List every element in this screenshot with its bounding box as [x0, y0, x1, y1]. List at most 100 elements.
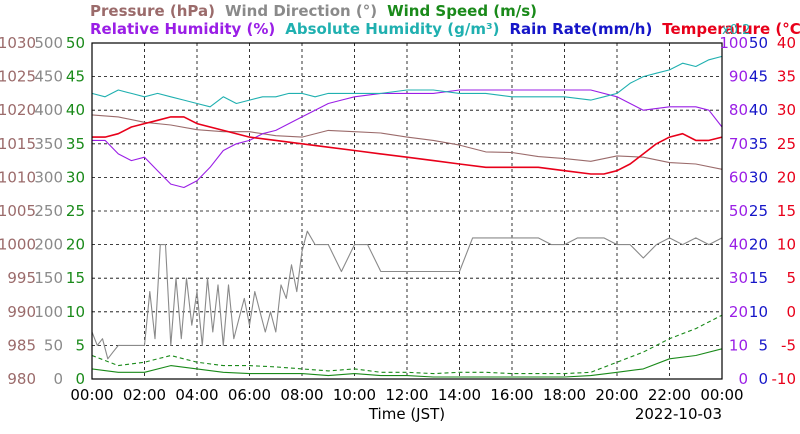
pressure-tick-label: 1015 — [0, 135, 36, 153]
x-axis-ticks: 00:00 02:00 04:00 06:00 08:00 10:00 12:00 14:00… — [70, 386, 743, 404]
x-tick-label: 18:00 — [543, 386, 586, 404]
rain-tick-label: 20 — [749, 236, 768, 254]
legend-entry: Wind Speed (m/s) — [387, 2, 537, 20]
temperature-tick-label: 20 — [777, 168, 796, 186]
grid-lines — [92, 43, 722, 379]
wind_speed-tick-label: 50 — [66, 34, 85, 52]
wind_speed-tick-label: 0 — [75, 370, 85, 388]
temperature-tick-label: 30 — [777, 101, 796, 119]
x-tick-label: 04:00 — [175, 386, 218, 404]
temperature-tick-label: 5 — [786, 269, 796, 287]
pressure-tick-label: 985 — [7, 336, 36, 354]
x-tick-label: 16:00 — [490, 386, 533, 404]
legend-entry: Absolute Humidity (g/m³) — [285, 20, 499, 38]
rain-tick-label: 0 — [758, 370, 768, 388]
x-tick-label: 08:00 — [280, 386, 323, 404]
pressure-tick-label: 990 — [7, 303, 36, 321]
wind_speed-tick-label: 40 — [66, 101, 85, 119]
pressure-tick-label: 1010 — [0, 168, 36, 186]
rain-tick-label: 45 — [749, 68, 768, 86]
wind_direction-tick-label: 200 — [34, 236, 63, 254]
temperature-tick-label: 25 — [777, 135, 796, 153]
x-axis-label: Time (JST) — [368, 405, 445, 423]
legend-entry: Relative Humidity (%) — [90, 20, 275, 38]
wind_direction-tick-label: 450 — [34, 68, 63, 86]
legend-row-2: Relative Humidity (%) Absolute Humidity (… — [90, 20, 800, 38]
wind_direction-tick-label: 0 — [53, 370, 63, 388]
humidity-tick-label: 80 — [729, 101, 748, 119]
humidity-tick-label: 100 — [719, 34, 748, 52]
wind_direction-tick-label: 150 — [34, 269, 63, 287]
wind_speed-tick-label: 15 — [66, 269, 85, 287]
pressure-tick-label: 980 — [7, 370, 36, 388]
humidity-tick-label: 70 — [729, 135, 748, 153]
rain-tick-label: 40 — [749, 101, 768, 119]
legend-entry: Rain Rate(mm/h) — [509, 20, 652, 38]
rain-tick-label: 50 — [749, 34, 768, 52]
scale-note: x0.2 — [722, 23, 750, 38]
legend-row-1: Pressure (hPa) Wind Direction (°) Wind Spe… — [90, 2, 537, 20]
wind_speed-tick-label: 35 — [66, 135, 85, 153]
x-tick-label: 10:00 — [333, 386, 376, 404]
temperature-tick-label: 10 — [777, 236, 796, 254]
wind_speed-tick-label: 25 — [66, 202, 85, 220]
humidity-tick-label: 0 — [738, 370, 748, 388]
legend-entry: Temperature (°C) — [662, 20, 800, 38]
series-relative-humidity — [92, 89, 723, 189]
legend-entry: Pressure (hPa) — [90, 2, 215, 20]
right-axis-ticks: 1009080706050403020100504540353025201510… — [719, 34, 796, 388]
pressure-tick-label: 1000 — [0, 236, 36, 254]
wind_speed-tick-label: 20 — [66, 236, 85, 254]
rain-tick-label: 30 — [749, 168, 768, 186]
temperature-tick-label: -5 — [781, 336, 796, 354]
wind_direction-tick-label: 50 — [44, 336, 63, 354]
pressure-tick-label: 1030 — [0, 34, 36, 52]
wind_speed-tick-label: 45 — [66, 68, 85, 86]
humidity-tick-label: 30 — [729, 269, 748, 287]
chart-date: 2022-10-03 — [635, 405, 722, 423]
x-tick-label: 00:00 — [700, 386, 743, 404]
wind_direction-tick-label: 350 — [34, 135, 63, 153]
x-tick-label: 06:00 — [228, 386, 271, 404]
pressure-tick-label: 1020 — [0, 101, 36, 119]
wind_direction-tick-label: 250 — [34, 202, 63, 220]
x-tick-label: 22:00 — [648, 386, 691, 404]
wind_speed-tick-label: 5 — [75, 336, 85, 354]
x-tick-label: 12:00 — [385, 386, 428, 404]
series-absolute-humidity-g-m — [91, 55, 723, 108]
series-wind-speed-gust-m-s — [91, 314, 723, 375]
series-pressure-hpa — [91, 114, 723, 170]
temperature-tick-label: 0 — [786, 303, 796, 321]
wind_speed-tick-label: 10 — [66, 303, 85, 321]
rain-tick-label: 25 — [749, 202, 768, 220]
humidity-tick-label: 60 — [729, 168, 748, 186]
rain-tick-label: 35 — [749, 135, 768, 153]
rain-tick-label: 15 — [749, 269, 768, 287]
temperature-tick-label: -10 — [772, 370, 797, 388]
x-tick-label: 14:00 — [438, 386, 481, 404]
series-wind-direction — [91, 230, 723, 360]
left-axis-ticks: 1030102510201015101010051000995990985980… — [0, 34, 85, 388]
temperature-tick-label: 35 — [777, 68, 796, 86]
humidity-tick-label: 20 — [729, 303, 748, 321]
wind_direction-tick-label: 100 — [34, 303, 63, 321]
pressure-tick-label: 1025 — [0, 68, 36, 86]
humidity-tick-label: 40 — [729, 236, 748, 254]
x-tick-label: 00:00 — [70, 386, 113, 404]
temperature-tick-label: 40 — [777, 34, 796, 52]
temperature-tick-label: 15 — [777, 202, 796, 220]
rain-tick-label: 10 — [749, 303, 768, 321]
x-tick-label: 02:00 — [123, 386, 166, 404]
series-wind-speed-m-s — [91, 348, 723, 378]
series-temperature-c — [92, 116, 723, 175]
wind_direction-tick-label: 500 — [34, 34, 63, 52]
humidity-tick-label: 90 — [729, 68, 748, 86]
humidity-tick-label: 10 — [729, 336, 748, 354]
plot-border — [91, 42, 723, 380]
x-tick-label: 20:00 — [595, 386, 638, 404]
humidity-tick-label: 50 — [729, 202, 748, 220]
wind_speed-tick-label: 30 — [66, 168, 85, 186]
wind_direction-tick-label: 300 — [34, 168, 63, 186]
legend-entry: Wind Direction (°) — [225, 2, 377, 20]
